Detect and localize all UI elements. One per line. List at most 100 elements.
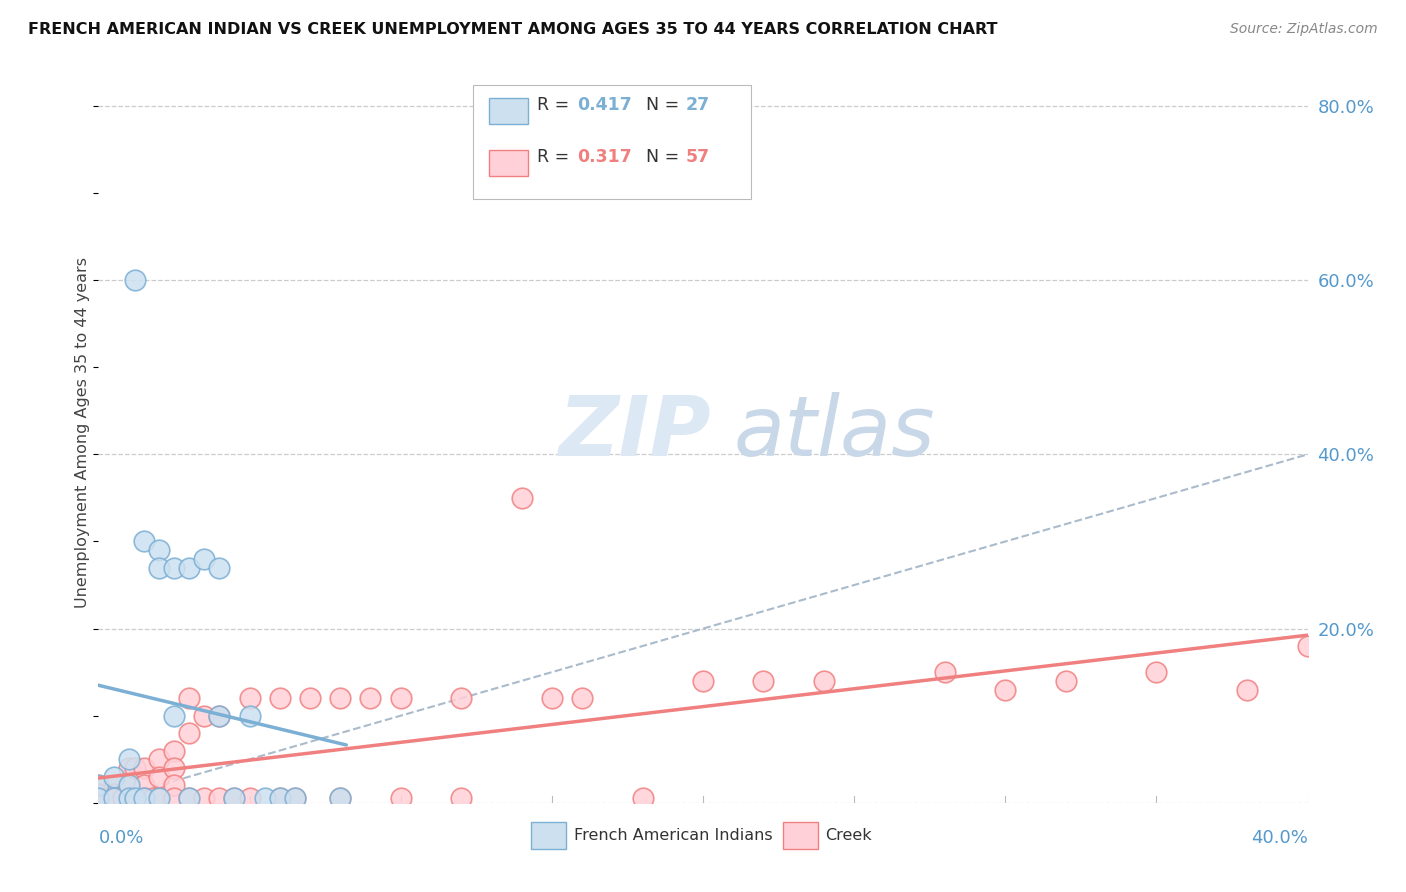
Text: 27: 27 — [686, 96, 710, 114]
Point — [148, 770, 170, 784]
Point — [132, 791, 155, 805]
Point — [208, 791, 231, 805]
Point — [148, 791, 170, 805]
Point — [179, 560, 201, 574]
Point — [132, 534, 155, 549]
Point — [103, 778, 125, 792]
Text: R =: R = — [537, 96, 575, 114]
Point — [360, 691, 382, 706]
Text: Creek: Creek — [825, 828, 872, 843]
Point — [208, 560, 231, 574]
Point — [208, 708, 231, 723]
Point — [118, 761, 141, 775]
Point — [132, 791, 155, 805]
Text: 40.0%: 40.0% — [1251, 829, 1308, 847]
Point — [284, 791, 307, 805]
FancyBboxPatch shape — [783, 822, 818, 848]
Point — [179, 791, 201, 805]
Text: FRENCH AMERICAN INDIAN VS CREEK UNEMPLOYMENT AMONG AGES 35 TO 44 YEARS CORRELATI: FRENCH AMERICAN INDIAN VS CREEK UNEMPLOY… — [28, 22, 998, 37]
Point — [450, 691, 472, 706]
Point — [179, 791, 201, 805]
Point — [103, 791, 125, 805]
Point — [269, 691, 291, 706]
Point — [692, 673, 714, 688]
Y-axis label: Unemployment Among Ages 35 to 44 years: Unemployment Among Ages 35 to 44 years — [75, 257, 90, 608]
Text: 0.317: 0.317 — [578, 148, 633, 166]
Text: French American Indians: French American Indians — [574, 828, 772, 843]
Point — [1296, 639, 1319, 653]
Text: atlas: atlas — [734, 392, 935, 473]
Point — [118, 752, 141, 766]
Point — [163, 743, 186, 757]
Point — [103, 770, 125, 784]
Point — [224, 791, 246, 805]
Point — [87, 791, 110, 805]
Point — [329, 691, 352, 706]
Point — [253, 791, 276, 805]
Point — [118, 778, 141, 792]
Point — [239, 791, 262, 805]
Point — [124, 791, 146, 805]
Text: N =: N = — [647, 96, 685, 114]
Point — [118, 791, 141, 805]
Point — [193, 791, 215, 805]
Point — [111, 791, 134, 805]
Point — [148, 791, 170, 805]
Text: 0.417: 0.417 — [578, 96, 633, 114]
Point — [631, 791, 654, 805]
Point — [179, 726, 201, 740]
Text: 57: 57 — [686, 148, 710, 166]
Point — [389, 691, 412, 706]
Point — [239, 708, 262, 723]
Point — [103, 791, 125, 805]
Point — [571, 691, 593, 706]
Point — [148, 752, 170, 766]
Point — [389, 791, 412, 805]
Point — [163, 560, 186, 574]
FancyBboxPatch shape — [489, 150, 527, 176]
Point — [118, 778, 141, 792]
Point — [163, 708, 186, 723]
Point — [179, 691, 201, 706]
Point — [269, 791, 291, 805]
Point — [103, 787, 125, 801]
Point — [752, 673, 775, 688]
Text: R =: R = — [537, 148, 575, 166]
Point — [163, 791, 186, 805]
Point — [148, 560, 170, 574]
Point — [87, 791, 110, 805]
Point — [450, 791, 472, 805]
Point — [510, 491, 533, 505]
Point — [329, 791, 352, 805]
Text: 0.0%: 0.0% — [98, 829, 143, 847]
Point — [142, 791, 165, 805]
Point — [994, 682, 1017, 697]
Point — [1144, 665, 1167, 680]
Point — [163, 778, 186, 792]
Point — [1236, 682, 1258, 697]
Point — [132, 778, 155, 792]
Point — [284, 791, 307, 805]
Point — [124, 761, 146, 775]
Point — [87, 787, 110, 801]
Text: ZIP: ZIP — [558, 392, 710, 473]
Point — [193, 708, 215, 723]
FancyBboxPatch shape — [531, 822, 567, 848]
Point — [934, 665, 956, 680]
Text: Source: ZipAtlas.com: Source: ZipAtlas.com — [1230, 22, 1378, 37]
Point — [124, 273, 146, 287]
Point — [540, 691, 562, 706]
Point — [193, 552, 215, 566]
Point — [208, 708, 231, 723]
Point — [87, 778, 110, 792]
Point — [299, 691, 322, 706]
Point — [163, 761, 186, 775]
Point — [87, 778, 110, 792]
Point — [148, 543, 170, 558]
FancyBboxPatch shape — [474, 85, 751, 200]
Point — [224, 791, 246, 805]
Point — [239, 691, 262, 706]
Point — [118, 791, 141, 805]
FancyBboxPatch shape — [489, 98, 527, 124]
Point — [269, 791, 291, 805]
